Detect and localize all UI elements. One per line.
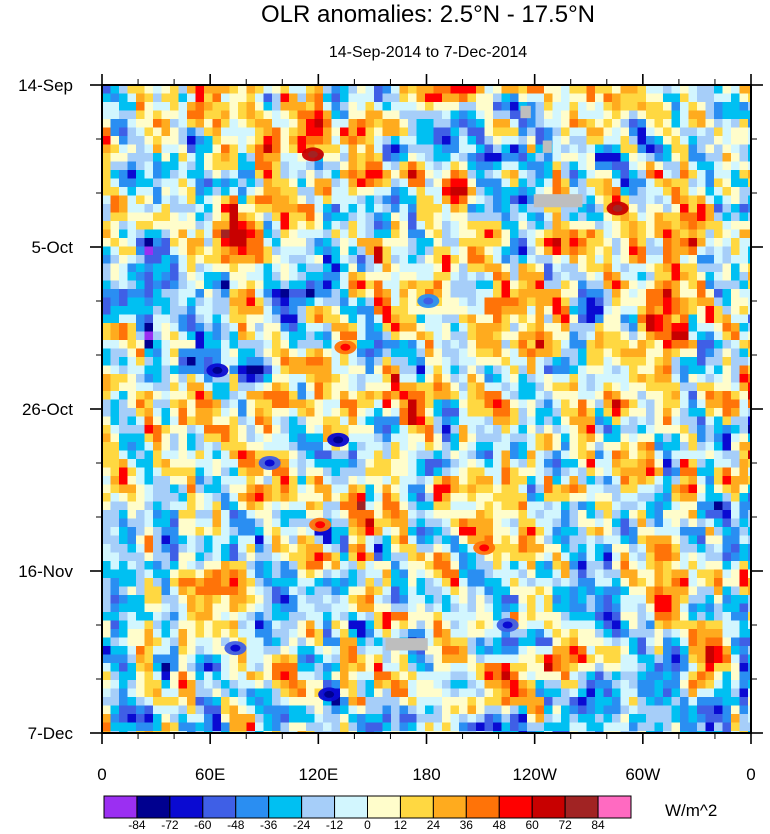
- x-tick-label: 60W: [625, 765, 660, 784]
- colorbar-level-label: 0: [364, 818, 371, 832]
- anomaly-cell-core: [230, 644, 241, 652]
- y-tick-label: 7-Dec: [28, 724, 74, 743]
- chart-subtitle: 14-Sep-2014 to 7-Dec-2014: [329, 44, 527, 61]
- colorbar-swatch: [531, 795, 566, 819]
- missing-data-patch: [385, 638, 428, 651]
- anomaly-cell-core: [315, 521, 326, 529]
- colorbar-level-label: -84: [128, 818, 146, 832]
- missing-data-patch: [533, 194, 583, 208]
- x-tick-label: 0: [746, 765, 755, 784]
- colorbar-swatch: [597, 795, 632, 819]
- colorbar-units: W/m^2: [665, 801, 717, 820]
- colorbar-level-label: 36: [460, 818, 474, 832]
- colorbar-level-label: -48: [227, 818, 245, 832]
- colorbar-swatch: [235, 795, 270, 819]
- anomaly-cell-core: [479, 544, 490, 552]
- missing-data-patch: [520, 105, 531, 119]
- colorbar-swatch: [564, 795, 599, 819]
- anomaly-field: [102, 85, 751, 733]
- colorbar-swatch: [136, 795, 171, 819]
- y-tick-label: 14-Sep: [18, 76, 73, 95]
- colorbar-swatch: [432, 795, 467, 819]
- colorbar-level-label: 12: [394, 818, 408, 832]
- colorbar-level-label: 72: [558, 818, 572, 832]
- anomaly-cell-core: [612, 204, 623, 212]
- colorbar-level-label: 48: [493, 818, 507, 832]
- y-tick-label: 5-Oct: [31, 238, 73, 257]
- anomaly-cell-core: [324, 690, 335, 698]
- anomaly-cell-core: [340, 343, 351, 351]
- colorbar-swatch: [465, 795, 500, 819]
- colorbar-level-label: 24: [427, 818, 441, 832]
- colorbar-swatch: [334, 795, 368, 819]
- missing-data-patch: [542, 140, 552, 153]
- y-tick-label: 26-Oct: [22, 400, 73, 419]
- anomaly-cell-core: [212, 366, 223, 374]
- colorbar-swatch: [301, 795, 336, 819]
- colorbar-level-label: -24: [293, 818, 311, 832]
- colorbar-swatch: [103, 795, 138, 819]
- colorbar-swatch: [498, 795, 533, 819]
- anomaly-cell-core: [423, 297, 434, 305]
- colorbar-swatch: [169, 795, 204, 819]
- x-tick-label: 180: [412, 765, 440, 784]
- colorbar-swatch: [399, 795, 434, 819]
- colorbar-level-label: -72: [161, 818, 179, 832]
- colorbar-swatch: [202, 795, 237, 819]
- x-tick-label: 60E: [195, 765, 225, 784]
- anomaly-cell-core: [307, 150, 318, 158]
- chart-title: OLR anomalies: 2.5°N - 17.5°N: [261, 1, 595, 28]
- y-tick-label: 16-Nov: [18, 562, 73, 581]
- colorbar-level-label: 84: [591, 818, 605, 832]
- anomaly-cell-core: [502, 621, 513, 629]
- anomaly-cell-core: [333, 436, 344, 444]
- colorbar-level-label: 60: [526, 818, 540, 832]
- colorbar-level-label: -12: [326, 818, 344, 832]
- colorbar-level-label: -36: [260, 818, 278, 832]
- colorbar-level-label: -60: [194, 818, 212, 832]
- x-tick-label: 120E: [298, 765, 338, 784]
- x-tick-label: 0: [97, 765, 106, 784]
- colorbar-swatch: [268, 795, 303, 819]
- colorbar-swatch: [367, 795, 401, 819]
- axis-ticks: 0 60E 120E 180 120W 60W 0 14-Sep 5-Oct 26-Oct 16-N…: [18, 74, 763, 784]
- colorbar: -84 -72 -60 -48 -36 -24 -12 0 12 24 36 48 60 72 84: [103, 795, 632, 832]
- x-tick-label: 120W: [512, 765, 556, 784]
- anomaly-cell-core: [264, 459, 275, 467]
